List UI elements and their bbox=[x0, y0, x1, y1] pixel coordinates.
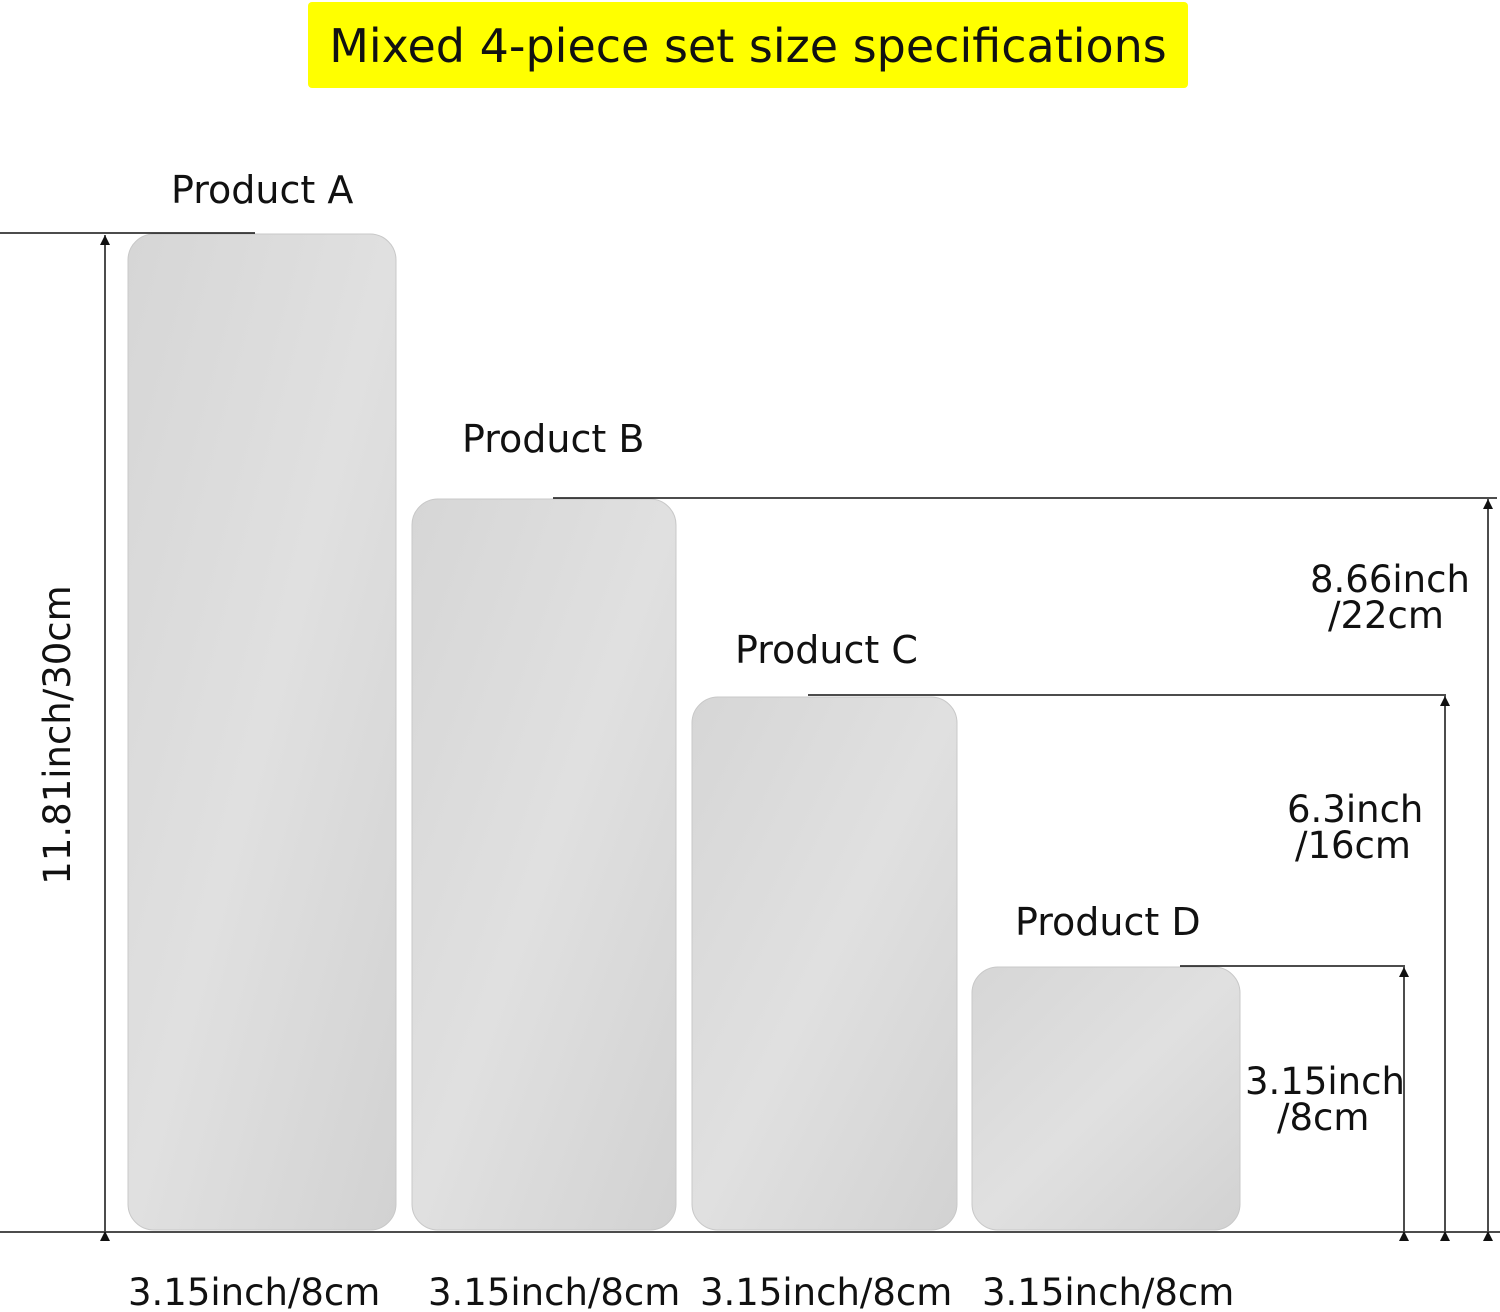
product-d-height-inch: 3.15inch bbox=[1245, 1060, 1405, 1103]
product-a-label: Product A bbox=[171, 168, 353, 212]
product-a-height-label: 11.81inch/30cm bbox=[36, 585, 79, 884]
product-d-height-cm: /8cm bbox=[1277, 1096, 1369, 1139]
product-b-width-label: 3.15inch/8cm bbox=[428, 1271, 680, 1312]
product-c-height-inch: 6.3inch bbox=[1287, 788, 1423, 831]
title-banner bbox=[308, 2, 1188, 88]
product-c-label: Product C bbox=[735, 628, 918, 672]
product-b-label: Product B bbox=[462, 417, 644, 461]
plate-product-a bbox=[127, 233, 397, 1231]
product-b-height-inch: 8.66inch bbox=[1310, 558, 1470, 601]
product-a-width-label: 3.15inch/8cm bbox=[128, 1271, 380, 1312]
product-c-height-cm: /16cm bbox=[1295, 824, 1411, 867]
product-d-width-label: 3.15inch/8cm bbox=[982, 1271, 1234, 1312]
plate-product-d bbox=[971, 966, 1241, 1231]
plate-product-b bbox=[411, 498, 677, 1231]
product-b-height-cm: /22cm bbox=[1328, 594, 1444, 637]
product-c-width-label: 3.15inch/8cm bbox=[700, 1271, 952, 1312]
product-d-label: Product D bbox=[1015, 900, 1201, 944]
plate-product-c bbox=[691, 696, 958, 1231]
title-text: Mixed 4-piece set size specifications bbox=[329, 19, 1167, 73]
